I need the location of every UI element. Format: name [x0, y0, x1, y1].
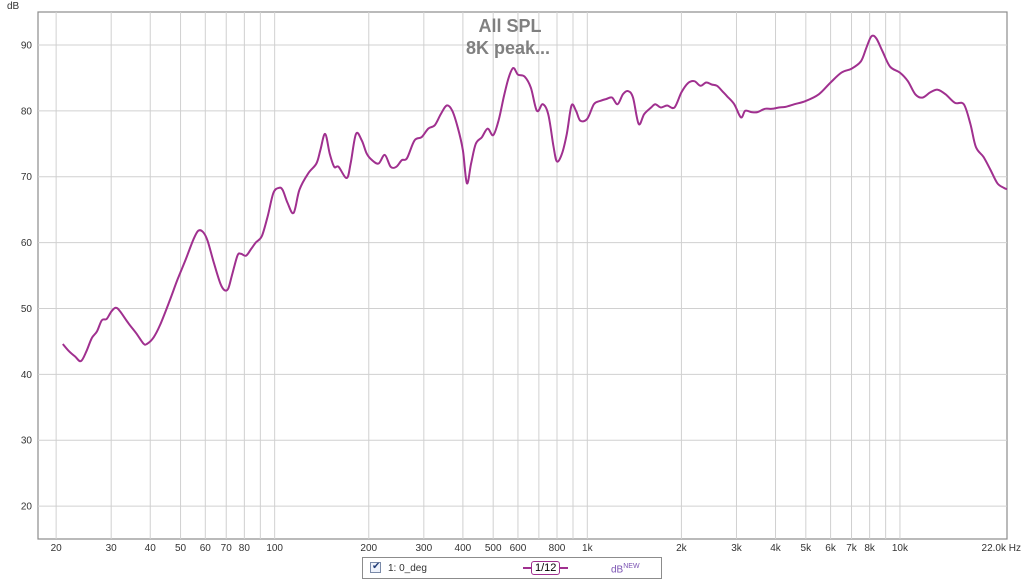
y-tick-label: 30	[21, 436, 33, 447]
x-tick-label: 8k	[864, 543, 876, 554]
x-tick-label: 500	[485, 543, 502, 554]
y-axis-ticks: 20 30 40 50 60 70 80 90	[21, 40, 33, 512]
y-tick-label: 20	[21, 502, 33, 513]
x-tick-label: 300	[415, 543, 432, 554]
series-visibility-checkbox[interactable]: ✔	[370, 561, 381, 573]
x-tick-label: 60	[200, 543, 212, 554]
series-line-0-deg	[62, 34, 1008, 363]
y-tick-label: 70	[21, 172, 33, 183]
x-tick-label: 2k	[676, 543, 688, 554]
x-tick-label: 6k	[825, 543, 837, 554]
x-tick-label: 5k	[801, 543, 813, 554]
smoothing-line-left-icon	[523, 567, 531, 569]
x-tick-label: 100	[266, 543, 283, 554]
x-tick-label: 4k	[770, 543, 782, 554]
x-axis-ticks: 20 30 40 50 60 70 80 100 200 300 400 500 600 800 1k 2k 3…	[51, 543, 1021, 554]
series-group	[62, 34, 1008, 363]
x-tick-label: 22.0k Hz	[982, 543, 1021, 554]
x-tick-label: 200	[360, 543, 377, 554]
smoothing-label: 1/12	[531, 561, 561, 575]
smoothing-indicator[interactable]: 1/12	[523, 560, 569, 576]
unit-superscript: NEW	[623, 563, 640, 570]
chart-subtitle: 8K peak...	[466, 38, 550, 58]
x-tick-label: 10k	[892, 543, 909, 554]
y-tick-label: 50	[21, 304, 33, 315]
legend-bar: ✔ 1: 0_deg 1/12 dBNEW	[362, 557, 662, 579]
checkmark-icon: ✔	[372, 561, 381, 572]
x-tick-label: 7k	[846, 543, 858, 554]
x-tick-label: 50	[175, 543, 187, 554]
x-tick-label: 40	[145, 543, 157, 554]
x-tick-label: 70	[221, 543, 233, 554]
y-tick-label: 90	[21, 40, 33, 51]
smoothing-line-right-icon	[560, 567, 569, 569]
y-tick-label: 80	[21, 106, 33, 117]
grid	[38, 12, 1007, 539]
spl-chart: 20 30 40 50 60 70 80 90 20 30 40 50 60 70 80 100 200 300…	[7, 1, 1021, 554]
y-tick-label: 40	[21, 370, 33, 381]
y-axis-label: dB	[7, 1, 20, 12]
x-tick-label: 30	[106, 543, 118, 554]
x-tick-label: 800	[549, 543, 566, 554]
x-tick-label: 400	[455, 543, 472, 554]
x-tick-label: 1k	[582, 543, 594, 554]
x-tick-label: 20	[51, 543, 63, 554]
x-tick-label: 80	[239, 543, 251, 554]
chart-title: All SPL	[478, 16, 541, 36]
y-tick-label: 60	[21, 238, 33, 249]
plot-area	[37, 11, 1008, 540]
legend-series-label: 1: 0_deg	[388, 563, 427, 574]
legend-unit[interactable]: dBNEW	[611, 563, 640, 575]
x-tick-label: 600	[510, 543, 527, 554]
unit-label: dB	[611, 564, 624, 576]
x-tick-label: 3k	[731, 543, 743, 554]
